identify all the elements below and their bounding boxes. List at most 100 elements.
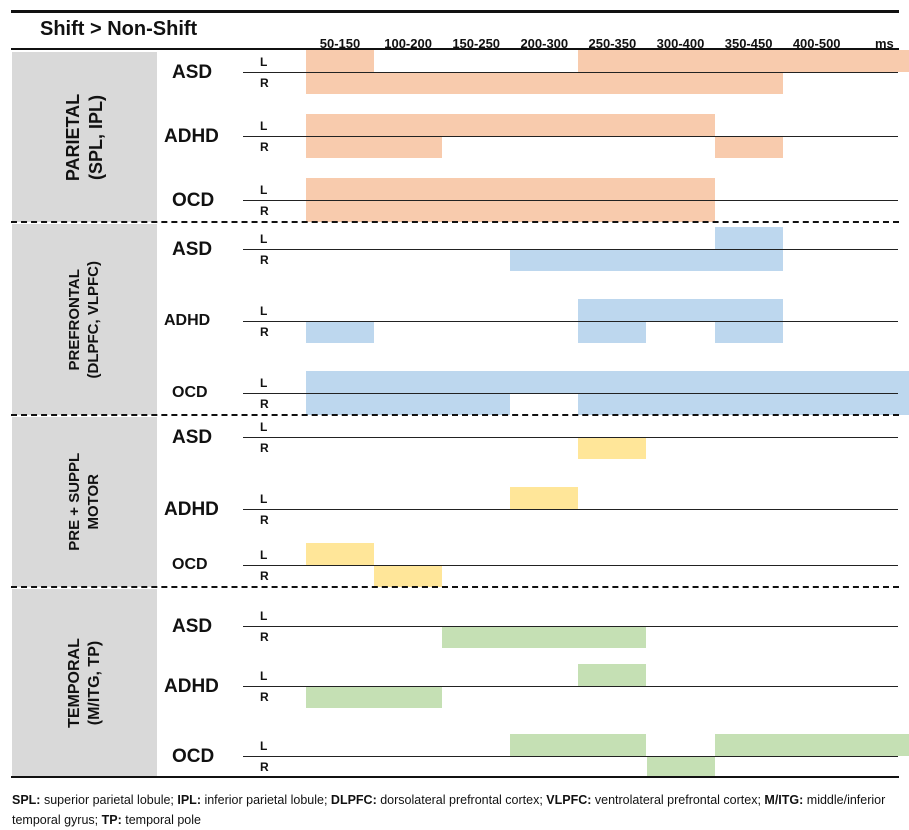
hemisphere-label-l: L [260,420,268,434]
hemisphere-label-r: R [260,690,269,704]
group-label: OCD [172,189,215,211]
time-window-label: 250-350 [588,36,637,51]
group-label: ADHD [164,498,219,520]
timing-bar-r [374,565,443,587]
hemisphere-divider [243,321,898,322]
hemisphere-label-l: L [260,376,268,390]
hemisphere-label-l: L [260,739,268,753]
hemisphere-label-l: L [260,669,268,683]
group-label: ADHD [164,312,211,329]
timing-bar-r [306,686,443,708]
group-label: ASD [172,238,213,260]
footnote-abbr: SPL: [12,793,41,807]
header-rule [11,48,899,50]
timing-bar-l [510,734,647,756]
group-label: ADHD [164,125,219,147]
hemisphere-label-r: R [260,760,269,774]
footnote-text: middle/inferior temporal gyrus; [12,793,886,827]
hemisphere-label-l: L [260,232,268,246]
time-window-label: 200-300 [520,36,569,51]
bottom-rule [11,776,899,778]
hemisphere-label-r: R [260,630,269,644]
region-band [12,417,157,587]
group-label: OCD [172,745,215,767]
timing-bar-l [306,50,375,72]
footnote-text: superior parietal lobule; [40,793,178,807]
hemisphere-label-l: L [260,55,268,69]
region-label: TEMPORAL (M/ITG, TP) [12,589,157,776]
hemisphere-label-r: R [260,76,269,90]
time-window-label: 350-450 [724,36,773,51]
region-band [12,52,157,222]
timing-bar-l [306,114,715,136]
timing-bar-r [714,136,783,158]
region-name: PARIETAL (SPL, IPL) [62,93,106,181]
footnote-text: ventrolateral prefrontal cortex; [591,793,765,807]
region-name: TEMPORAL (M/ITG, TP) [65,637,103,728]
hemisphere-divider [243,72,898,73]
group-label: ASD [172,61,213,83]
hemisphere-label-r: R [260,441,269,455]
timing-bar-r [306,321,375,343]
timing-bar-l [306,543,375,565]
timing-bar-l [578,299,783,321]
group-label: ADHD [164,675,219,697]
time-window-label: 100-200 [384,36,432,51]
timing-bar-r [442,626,647,648]
region-band [12,224,157,415]
footnote-abbr: TP: [101,813,122,827]
time-unit-label: ms [875,36,894,51]
hemisphere-divider [243,756,898,757]
time-window-label: 150-250 [452,36,501,51]
hemisphere-divider [243,509,898,510]
timing-bar-l [510,487,579,509]
time-window-label: 300-400 [656,36,705,51]
hemisphere-label-r: R [260,569,269,583]
hemisphere-divider [243,626,898,627]
timing-bar-r [714,321,783,343]
hemisphere-divider [243,249,898,250]
hemisphere-label-r: R [260,325,269,339]
timing-bar-r [578,437,647,459]
group-label: ASD [172,615,213,637]
timing-bar-l [578,50,909,72]
hemisphere-label-r: R [260,140,269,154]
footnote-abbr: VLPFC: [546,793,592,807]
group-label: OCD [172,556,208,573]
hemisphere-label-l: L [260,183,268,197]
timing-bar-l [578,664,647,686]
timing-bar-r [578,321,647,343]
footnote-abbr: DLPFC: [330,793,377,807]
region-name: PREFRONTAL (DLPFC, VLPFC) [65,260,102,379]
time-window-label: 50-150 [319,36,361,51]
time-window-label: 400-500 [792,36,841,51]
hemisphere-label-l: L [260,548,268,562]
hemisphere-label-r: R [260,513,269,527]
timing-bar-l [714,734,909,756]
timing-bar-r [306,393,511,415]
hemisphere-divider [243,565,898,566]
region-label: PRE + SUPPL MOTOR [12,417,157,587]
hemisphere-divider [243,136,898,137]
hemisphere-divider [243,393,898,394]
footnote-text: temporal pole [121,813,201,827]
timing-bar-r [578,393,909,415]
hemisphere-divider [243,437,898,438]
timing-bar-r [646,756,715,778]
hemisphere-label-l: L [260,609,268,623]
region-separator [11,221,899,223]
hemisphere-label-r: R [260,397,269,411]
timing-bar-r [306,136,443,158]
timing-bar-l [306,371,909,393]
footnote-abbr: M/ITG: [764,793,804,807]
hemisphere-label-l: L [260,492,268,506]
timing-bar-r [306,72,715,94]
region-separator [11,586,899,588]
hemisphere-divider [243,686,898,687]
region-label: PREFRONTAL (DLPFC, VLPFC) [12,224,157,415]
region-label: PARIETAL (SPL, IPL) [12,52,157,222]
region-name: PRE + SUPPL MOTOR [65,453,102,551]
footnote-text: dorsolateral prefrontal cortex; [376,793,547,807]
hemisphere-label-r: R [260,253,269,267]
